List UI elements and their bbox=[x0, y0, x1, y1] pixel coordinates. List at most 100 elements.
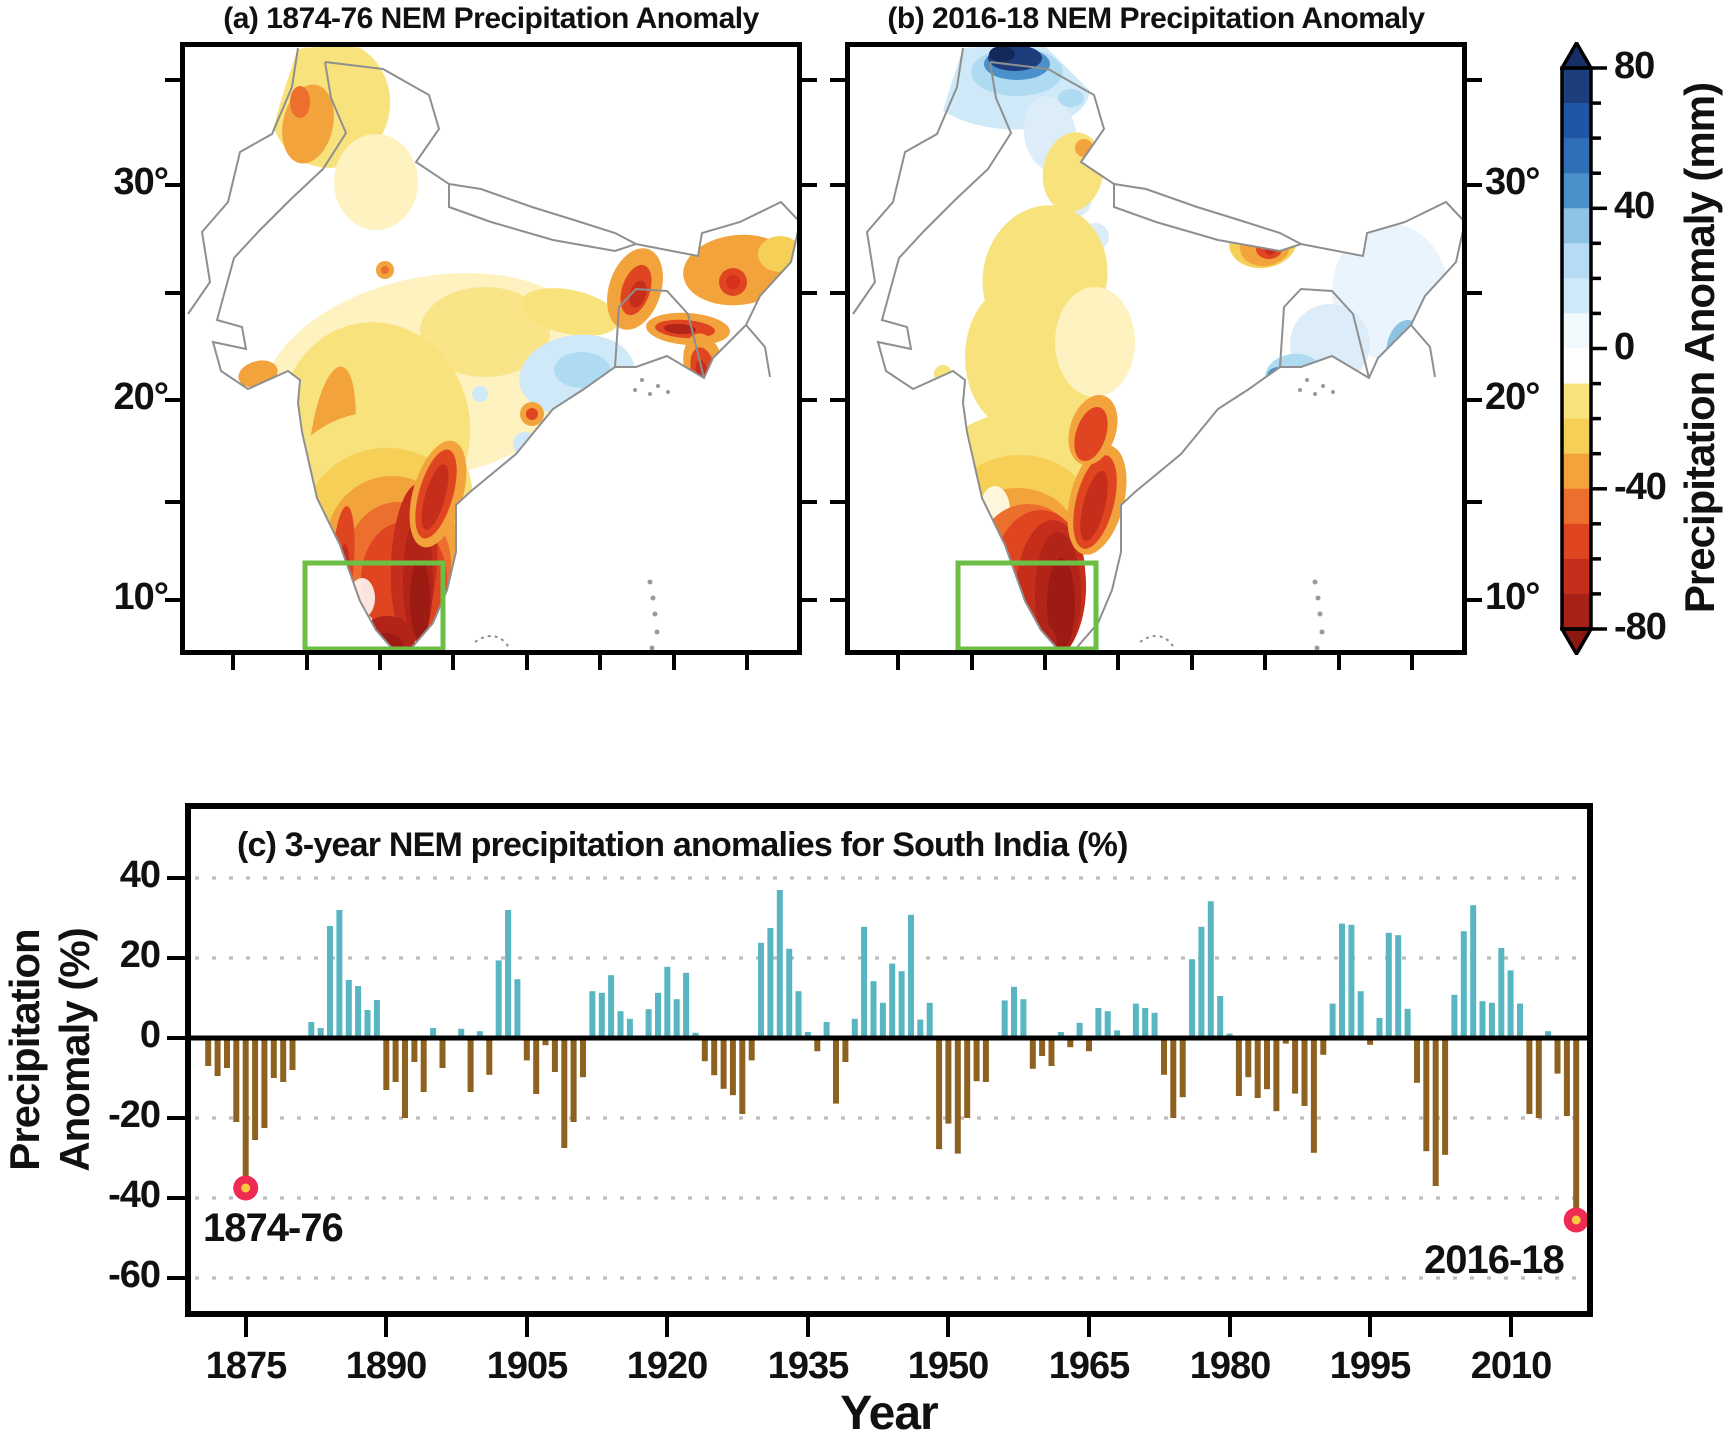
map-a-lat-tick bbox=[165, 500, 180, 504]
bar-1925 bbox=[711, 1038, 718, 1076]
bar-1971 bbox=[1142, 1008, 1149, 1038]
bar-2013 bbox=[1535, 1038, 1542, 1118]
bar-1894 bbox=[420, 1038, 427, 1092]
bar-2003 bbox=[1442, 1038, 1449, 1155]
map-a-lon-tick bbox=[525, 655, 529, 670]
x-tick-label-1935: 1935 bbox=[767, 1345, 850, 1387]
bar-1947 bbox=[917, 1019, 924, 1038]
bar-1915 bbox=[617, 1011, 624, 1038]
map-a-lat-tick bbox=[802, 598, 817, 602]
bar-1873 bbox=[224, 1038, 230, 1068]
x-tick-label-1995: 1995 bbox=[1329, 1345, 1412, 1387]
y-tick--60 bbox=[167, 1276, 185, 1280]
map-b-region-box bbox=[955, 560, 1099, 652]
map-b-lat-tick bbox=[830, 500, 845, 504]
x-tick-label-1890: 1890 bbox=[345, 1345, 428, 1387]
bar-1982 bbox=[1245, 1038, 1252, 1078]
map-panel-a bbox=[180, 42, 802, 655]
map-a-svg bbox=[180, 42, 802, 655]
x-tick-2010 bbox=[1509, 1317, 1513, 1337]
map-b-lon-tick bbox=[1410, 655, 1414, 670]
bar-1949 bbox=[936, 1038, 943, 1150]
x-tick-1965 bbox=[1087, 1317, 1091, 1337]
bar-1996 bbox=[1376, 1018, 1383, 1038]
bar-1877 bbox=[261, 1038, 268, 1128]
bar-1943 bbox=[879, 1002, 886, 1038]
map-a-lat-tick bbox=[165, 398, 180, 402]
bar-1929 bbox=[748, 1038, 755, 1061]
colorbar-label-40: 40 bbox=[1614, 185, 1655, 227]
bar-1912 bbox=[589, 991, 596, 1038]
lat-label-a-20: 20° bbox=[113, 376, 169, 418]
bar-1923 bbox=[692, 1032, 699, 1038]
bar-1880 bbox=[289, 1038, 296, 1070]
bar-1968 bbox=[1114, 1030, 1121, 1038]
bar-1992 bbox=[1339, 923, 1345, 1038]
x-tick-1950 bbox=[946, 1317, 950, 1337]
bar-1930 bbox=[758, 942, 764, 1038]
map-b-lat-tick bbox=[1467, 598, 1482, 602]
bar-1933 bbox=[786, 948, 793, 1038]
bar-1899 bbox=[467, 1038, 474, 1092]
map-a-lat-tick bbox=[165, 598, 180, 602]
y-axis-label-line1: Precipitation bbox=[1, 929, 48, 1171]
y-tick--20 bbox=[167, 1116, 185, 1120]
x-tick-1995 bbox=[1368, 1317, 1372, 1337]
y-tick-label--20: -20 bbox=[108, 1094, 161, 1136]
bar-1882 bbox=[308, 1022, 315, 1038]
bar-1972 bbox=[1151, 1012, 1158, 1038]
bar-1995 bbox=[1367, 1038, 1374, 1045]
bar-1896 bbox=[439, 1038, 446, 1068]
map-a-lat-tick bbox=[802, 500, 817, 504]
map-b-border bbox=[845, 42, 1467, 655]
bar-1918 bbox=[645, 1009, 652, 1038]
map-b-lon-tick bbox=[1190, 655, 1194, 670]
bar-1942 bbox=[870, 981, 877, 1038]
bar-1905 bbox=[523, 1038, 530, 1061]
bar-1935 bbox=[804, 1032, 811, 1038]
bar-1913 bbox=[598, 992, 605, 1038]
colorbar-label--80: -80 bbox=[1614, 606, 1667, 648]
x-tick-1905 bbox=[525, 1317, 529, 1337]
bar-1985 bbox=[1273, 1038, 1280, 1112]
bar-1892 bbox=[402, 1038, 408, 1118]
y-tick-label-0: 0 bbox=[139, 1014, 161, 1056]
panel-b-title: (b) 2016-18 NEM Precipitation Anomaly bbox=[887, 2, 1425, 35]
map-a-lon-tick bbox=[745, 655, 749, 670]
map-a-lat-tick bbox=[165, 78, 180, 82]
bar-1990 bbox=[1320, 1038, 1327, 1055]
lat-label-a-10: 10° bbox=[113, 576, 169, 618]
bar-1988 bbox=[1301, 1038, 1308, 1106]
bar-1888 bbox=[364, 1010, 371, 1038]
bar-1932 bbox=[776, 890, 783, 1038]
map-b-lat-tick bbox=[1467, 183, 1482, 187]
panel-c-border bbox=[185, 803, 1593, 1317]
bar-2002 bbox=[1432, 1038, 1439, 1186]
bar-1908 bbox=[551, 1038, 558, 1072]
map-b-lon-tick bbox=[1043, 655, 1047, 670]
map-b-lat-tick bbox=[830, 398, 845, 402]
bar-1963 bbox=[1067, 1038, 1074, 1048]
x-tick-label-1920: 1920 bbox=[626, 1345, 709, 1387]
y-tick-20 bbox=[167, 956, 185, 960]
bar-1965 bbox=[1086, 1038, 1092, 1052]
bar-1910 bbox=[570, 1038, 577, 1122]
bar-1975 bbox=[1179, 1038, 1186, 1098]
bar-1959 bbox=[1029, 1038, 1036, 1069]
bar-1901 bbox=[486, 1038, 493, 1075]
x-tick-label-1950: 1950 bbox=[907, 1345, 990, 1387]
bar-1879 bbox=[280, 1038, 287, 1082]
x-tick-label-2010: 2010 bbox=[1470, 1345, 1553, 1387]
bar-1898 bbox=[458, 1028, 465, 1038]
map-a-lon-tick bbox=[672, 655, 676, 670]
x-tick-1875 bbox=[244, 1317, 248, 1337]
bar-1970 bbox=[1132, 1003, 1139, 1038]
bar-1904 bbox=[514, 979, 521, 1038]
map-a-border bbox=[180, 42, 802, 655]
marker-dot-1874-76 bbox=[241, 1183, 251, 1193]
bar-1940 bbox=[851, 1018, 858, 1038]
bar-1979 bbox=[1217, 996, 1224, 1038]
bar-2004 bbox=[1451, 994, 1458, 1038]
map-b-lat-tick bbox=[830, 183, 845, 187]
colorbar-arrow-up bbox=[1560, 42, 1595, 70]
